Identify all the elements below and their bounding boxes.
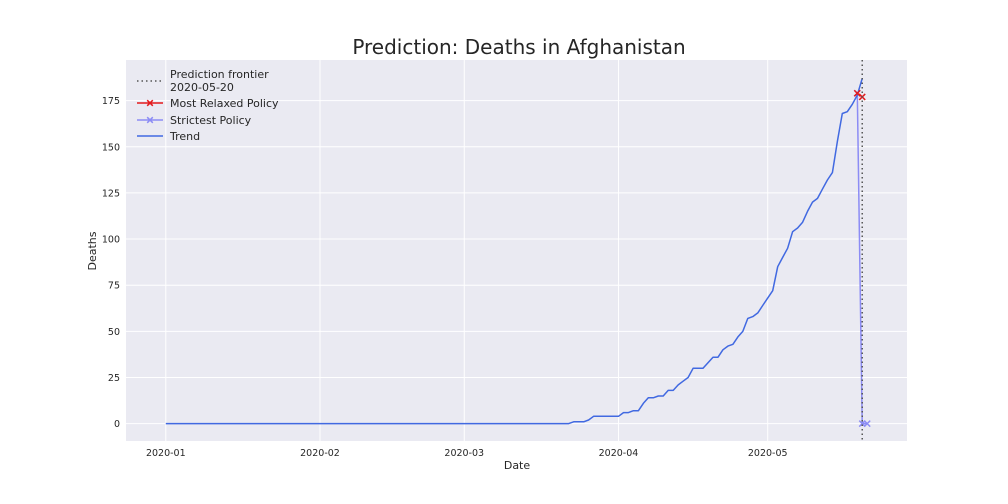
legend-label: 2020-05-20 — [170, 81, 234, 94]
strictest-policy-point — [863, 420, 871, 428]
x-tick-label: 2020-02 — [300, 448, 340, 459]
x-tick-label: 2020-03 — [444, 448, 484, 459]
legend-label: Most Relaxed Policy — [170, 97, 279, 110]
y-tick-label: 75 — [108, 281, 120, 292]
y-tick-label: 150 — [102, 142, 120, 153]
x-tick-label: 2020-01 — [146, 448, 186, 459]
legend-item-trend: Trend — [137, 130, 200, 143]
y-tick-label: 175 — [102, 96, 120, 107]
most-relaxed-policy-point — [853, 89, 861, 97]
legend: Prediction frontier 2020-05-20 Most Relax… — [137, 68, 279, 143]
legend-item-prediction-frontier: Prediction frontier 2020-05-20 — [137, 68, 269, 94]
legend-label: Strictest Policy — [170, 114, 252, 127]
y-tick-label: 25 — [108, 373, 120, 384]
legend-item-most-relaxed-policy: Most Relaxed Policy — [137, 97, 279, 110]
y-axis-label: Deaths — [86, 231, 99, 270]
x-tick-label: 2020-05 — [748, 448, 788, 459]
y-tick-label: 125 — [102, 188, 120, 199]
y-tick-label: 50 — [108, 327, 120, 338]
legend-item-strictest-policy: Strictest Policy — [137, 114, 252, 127]
x-axis-label: Date — [504, 459, 531, 472]
trend-line — [165, 78, 863, 425]
legend-label: Trend — [169, 130, 200, 143]
legend-label: Prediction frontier — [170, 68, 269, 81]
x-tick-labels: 2020-01 2020-02 2020-03 2020-04 2020-05 — [146, 448, 788, 459]
y-tick-label: 0 — [114, 419, 120, 430]
chart-title: Prediction: Deaths in Afghanistan — [352, 35, 685, 59]
x-tick-label: 2020-04 — [599, 448, 639, 459]
series-layer — [165, 78, 871, 428]
y-tick-labels: 0 25 50 75 100 125 150 175 — [102, 96, 120, 430]
y-tick-label: 100 — [102, 235, 120, 246]
